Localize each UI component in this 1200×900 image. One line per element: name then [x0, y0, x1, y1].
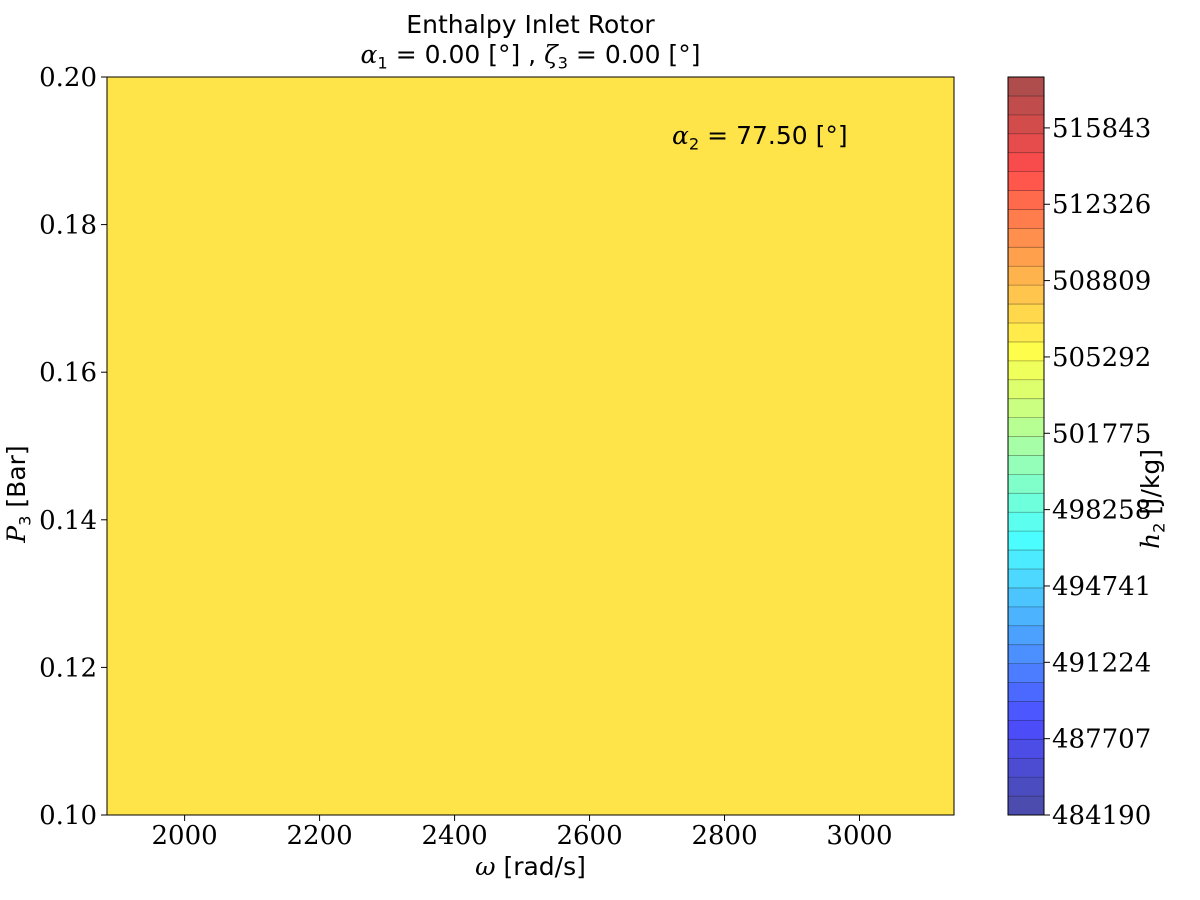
colorbar-unit: [J/kg]	[1136, 448, 1165, 523]
colorbar-tick-label: 515843	[1052, 114, 1151, 144]
y-tick-label: 0.14	[39, 506, 97, 536]
y-tick-label: 0.16	[39, 358, 97, 388]
colorbar-band	[1008, 398, 1044, 418]
colorbar-band	[1008, 228, 1044, 248]
colorbar-band	[1008, 304, 1044, 324]
chart-title: Enthalpy Inlet Rotor	[406, 10, 655, 39]
colorbar-axis: 484190 487707 491224 494741 498258 501775 5052…	[1044, 114, 1151, 831]
y-tick-label: 0.10	[39, 801, 97, 831]
colorbar-band	[1008, 777, 1044, 797]
x-tick-label: 2200	[287, 821, 353, 851]
colorbar-band	[1008, 436, 1044, 456]
colorbar-tick-label: 508809	[1052, 267, 1151, 297]
alpha2-symbol: α	[672, 121, 689, 150]
zeta3-value: = 0.00 [°]	[567, 40, 701, 69]
x-tick-label: 3000	[826, 821, 892, 851]
alpha2-annotation: α2 = 77.50 [°]	[672, 121, 848, 154]
colorbar-tick-label: 512326	[1052, 190, 1151, 220]
colorbar-band	[1008, 285, 1044, 305]
colorbar-band	[1008, 77, 1044, 97]
colorbar-band	[1008, 550, 1044, 570]
omega-symbol: ω	[475, 852, 496, 881]
alpha2-value: = 77.50 [°]	[699, 121, 848, 150]
colorbar-band	[1008, 190, 1044, 210]
colorbar-tick-label: 505292	[1052, 343, 1151, 373]
colorbar-band	[1008, 114, 1044, 135]
colorbar-tick-label: 491224	[1052, 648, 1151, 678]
colorbar-band	[1008, 531, 1044, 551]
colorbar-band	[1008, 133, 1044, 153]
colorbar-band	[1008, 247, 1044, 267]
zeta3-sub: 3	[557, 53, 568, 73]
y-axis: 0.10 0.12 0.14 0.16 0.18 0.20	[39, 63, 107, 831]
colorbar-band	[1008, 682, 1044, 702]
y-tick-label: 0.12	[39, 653, 97, 683]
colorbar-band	[1008, 625, 1044, 645]
colorbar-band	[1008, 644, 1044, 664]
x-axis-label: ω [rad/s]	[107, 852, 954, 881]
x-axis-unit: [rad/s]	[495, 852, 586, 881]
colorbar-band	[1008, 739, 1044, 759]
colorbar-band	[1008, 341, 1044, 362]
colorbar-band	[1008, 758, 1044, 778]
colorbar-band	[1008, 360, 1044, 381]
colorbar-tick-label: 498258	[1052, 496, 1151, 526]
contour-field	[107, 77, 954, 815]
colorbar-band	[1008, 417, 1044, 437]
colorbar-band	[1008, 512, 1044, 532]
colorbar-band	[1008, 95, 1044, 116]
colorbar-band	[1008, 171, 1044, 191]
y-tick-label: 0.18	[39, 211, 97, 241]
y-tick-label: 0.20	[39, 63, 97, 93]
alpha2-sub: 2	[688, 134, 700, 154]
colorbar-band	[1008, 474, 1044, 494]
colorbar-band	[1008, 266, 1044, 286]
colorbar-tick-label: 487707	[1052, 725, 1151, 755]
colorbar	[1007, 76, 1045, 816]
colorbar-frame	[1007, 76, 1045, 816]
colorbar-label: h2 [J/kg]	[1136, 429, 1169, 569]
h2-sub: 2	[1149, 522, 1169, 533]
alpha1-symbol: α	[360, 40, 378, 69]
colorbar-band	[1008, 493, 1044, 513]
x-axis: 2000 2200 2400 2600 2800 3000	[152, 815, 893, 851]
colorbar-band	[1008, 701, 1044, 721]
chart-subtitle: α1 = 0.00 [°] , ζ3 = 0.00 [°]	[107, 40, 954, 79]
y-axis-label: P3 [Bar]	[2, 424, 35, 564]
colorbar-tick-label: 494741	[1052, 572, 1151, 602]
p3-sub: 3	[15, 515, 35, 526]
colorbar-band	[1008, 663, 1044, 683]
colorbar-tick-label: 501775	[1052, 419, 1151, 449]
alpha1-value: = 0.00 [°] ,	[387, 40, 545, 69]
colorbar-band	[1008, 587, 1044, 608]
x-tick-label: 2800	[691, 821, 757, 851]
x-tick-label: 2600	[556, 821, 622, 851]
colorbar-band	[1008, 569, 1044, 589]
colorbar-band	[1008, 323, 1044, 343]
colorbar-band	[1008, 796, 1044, 816]
p3-symbol: P	[2, 525, 31, 543]
colorbar-band	[1008, 720, 1044, 740]
alpha1-sub: 1	[377, 53, 388, 73]
colorbar-tick-label: 484190	[1052, 801, 1151, 831]
colorbar-band	[1008, 379, 1044, 399]
plot-frame	[106, 76, 955, 816]
colorbar-band	[1008, 152, 1044, 172]
colorbar-band	[1008, 209, 1044, 229]
y-axis-unit: [Bar]	[2, 445, 31, 516]
x-tick-label: 2000	[152, 821, 218, 851]
h2-symbol: h	[1136, 532, 1165, 550]
zeta3-symbol: ζ	[544, 40, 558, 69]
colorbar-band	[1008, 455, 1044, 475]
x-tick-label: 2400	[421, 821, 487, 851]
colorbar-band	[1008, 606, 1044, 627]
